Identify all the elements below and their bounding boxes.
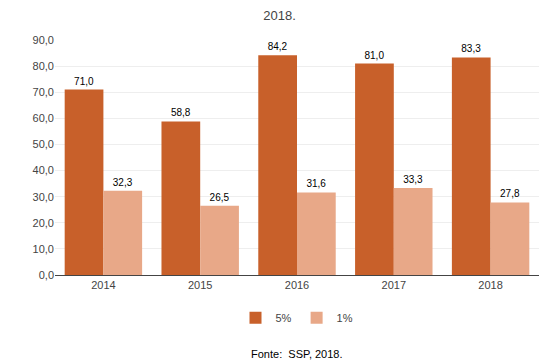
svg-text:71,0: 71,0 [74,76,94,87]
svg-text:30,0: 30,0 [33,191,54,203]
svg-text:Fonte: SSP, 2018.: Fonte: SSP, 2018. [251,348,343,360]
svg-text:40,0: 40,0 [33,164,54,176]
svg-text:84,2: 84,2 [268,41,288,52]
svg-text:1%: 1% [337,312,353,324]
svg-text:2018.: 2018. [263,8,296,23]
svg-text:2015: 2015 [188,279,212,291]
svg-text:2018: 2018 [478,279,502,291]
svg-text:26,5: 26,5 [210,192,230,203]
svg-text:80,0: 80,0 [33,60,54,72]
svg-text:2016: 2016 [285,279,309,291]
svg-text:83,3: 83,3 [461,43,481,54]
svg-text:20,0: 20,0 [33,217,54,229]
svg-text:81,0: 81,0 [364,50,384,61]
svg-text:32,3: 32,3 [113,177,133,188]
svg-text:50,0: 50,0 [33,138,54,150]
svg-text:31,6: 31,6 [306,178,326,189]
svg-text:70,0: 70,0 [33,86,54,98]
svg-text:10,0: 10,0 [33,243,54,255]
svg-text:27,8: 27,8 [500,188,520,199]
svg-text:0,0: 0,0 [39,269,54,281]
svg-text:5%: 5% [276,312,292,324]
svg-text:33,3: 33,3 [403,174,423,185]
svg-text:2014: 2014 [91,279,115,291]
svg-text:90,0: 90,0 [33,34,54,46]
svg-text:60,0: 60,0 [33,112,54,124]
svg-text:2017: 2017 [382,279,406,291]
svg-text:58,8: 58,8 [171,107,191,118]
